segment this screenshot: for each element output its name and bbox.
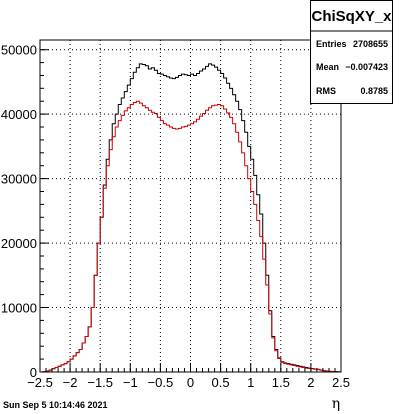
stats-rms-value: 0.8785 [360, 86, 388, 96]
stats-entries-label: Entries [316, 39, 347, 49]
stats-box-title: ChiSqXY_x [311, 8, 392, 25]
y-tick-label: 50000 [1, 43, 37, 58]
y-tick-label: 0 [30, 365, 37, 380]
grid-lines [40, 40, 341, 372]
x-tick-label: −1 [123, 375, 138, 390]
series-group [40, 63, 341, 373]
x-tick-label: 2 [307, 375, 314, 390]
axis-ticks [39, 49, 342, 373]
y-tick-label: 40000 [1, 107, 37, 122]
stats-mean-value: −0.007423 [345, 62, 388, 72]
x-tick-label: 0 [187, 375, 194, 390]
axis-tick-labels: −2.5 −2 −1.5 −1 −0.5 0 0.5 1 1.5 2 2.5 0 10000 20000 3… [1, 43, 350, 390]
histogram-series-2 [40, 100, 341, 373]
stats-rms-label: RMS [316, 86, 336, 96]
stats-box: ChiSqXY_x Entries 2708655 Mean −0.007423… [310, 0, 393, 104]
y-tick-label: 30000 [1, 172, 37, 187]
x-tick-label: −0.5 [148, 375, 174, 390]
footer-timestamp: Sun Sep 5 10:14:46 2021 [3, 400, 108, 410]
x-tick-label: −2.5 [27, 375, 53, 390]
x-tick-label: 1.5 [272, 375, 290, 390]
stats-box-frame [310, 0, 393, 104]
x-tick-label: −1.5 [87, 375, 113, 390]
y-tick-label: 20000 [1, 236, 37, 251]
y-tick-label: 10000 [1, 301, 37, 316]
x-axis-label: η [332, 396, 340, 412]
x-tick-label: 2.5 [332, 375, 350, 390]
stats-mean-label: Mean [316, 62, 339, 72]
x-tick-label: −2 [63, 375, 78, 390]
stats-entries-value: 2708655 [353, 39, 388, 49]
x-tick-label: 1 [247, 375, 254, 390]
x-tick-label: 0.5 [212, 375, 230, 390]
